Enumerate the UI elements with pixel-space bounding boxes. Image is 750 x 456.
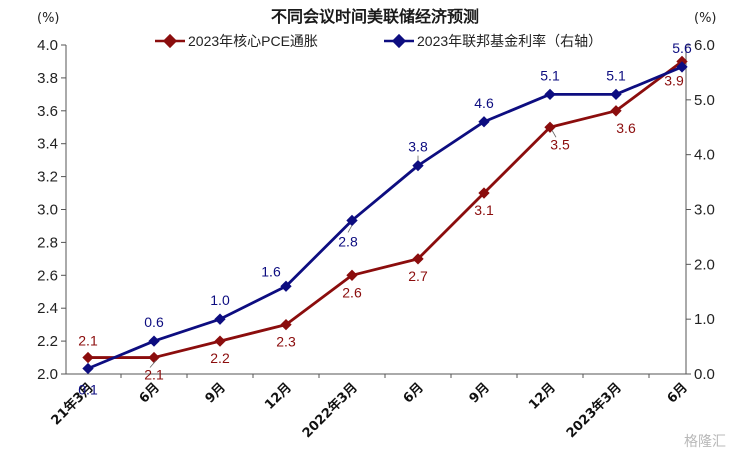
series-line-pce [88,60,683,359]
chart-title: 不同会议时间美联储经济预测 [271,7,479,26]
right-tick-label: 5.0 [694,92,715,109]
data-label-pce: 2.3 [276,334,296,350]
data-label-pce: 3.6 [616,120,636,136]
data-point-pce [412,253,424,265]
data-point-pce [82,351,94,364]
left-tick-label: 2.0 [37,366,58,383]
data-label-fed-rate: 0.1 [78,382,98,398]
data-point-pce [214,335,226,347]
right-tick-label: 3.0 [694,202,715,219]
legend-item-pce: 2023年核心PCE通胀 [155,33,318,49]
legend-marker-pce [162,33,178,49]
data-label-fed-rate: 0.6 [144,314,164,330]
data-point-fed-rate [148,335,160,347]
x-tick-label: 9月 [467,380,493,406]
legend-label-pce: 2023年核心PCE通胀 [188,33,318,49]
legend: 2023年核心PCE通胀 2023年联邦基金利率（右轴） [155,33,602,49]
left-tick-label: 3.6 [37,103,58,120]
data-point-fed-rate [610,88,622,101]
series-layer: 2.1 2.1 2.2 2.3 2.6 2.7 3.1 3.5 3.6 3.9 0.1 0.6 1.0 1… [78,40,692,398]
data-label-fed-rate: 5.6 [672,40,692,56]
data-label-fed-rate: 5.1 [606,67,626,83]
data-label-pce: 2.1 [144,367,164,383]
left-tick-label: 3.0 [37,202,58,219]
right-tick-label: 1.0 [694,311,715,328]
x-tick-label: 9月 [203,380,229,406]
data-point-fed-rate [82,362,94,375]
x-tick-label: 12月 [526,380,559,413]
data-label-fed-rate: 2.8 [338,233,358,249]
left-axis-unit: (%) [37,11,60,26]
left-tick-label: 3.4 [37,136,58,153]
left-tick-label: 2.8 [37,234,58,251]
data-label-pce: 2.1 [78,333,98,349]
data-label-pce: 2.2 [210,350,230,366]
watermark: 格隆汇 [684,434,726,450]
x-tick-label: 6月 [401,380,427,406]
data-label-fed-rate: 1.0 [210,292,230,308]
legend-marker-fed-rate [391,33,407,49]
x-tick-label: 2023年3月 [563,380,625,442]
legend-item-fed-rate: 2023年联邦基金利率（右轴） [384,33,602,49]
data-label-pce: 2.7 [408,268,428,284]
data-label-fed-rate: 5.1 [540,67,560,83]
legend-label-fed-rate: 2023年联邦基金利率（右轴） [417,33,602,49]
axes: 2.02.22.42.62.83.03.23.43.63.84.00.01.02… [37,37,715,441]
data-point-fed-rate [412,159,424,172]
left-tick-label: 2.6 [37,267,58,284]
data-point-pce [346,269,358,281]
data-label-fed-rate: 3.8 [408,139,428,155]
data-label-pce: 2.6 [342,284,362,300]
left-tick-label: 3.2 [37,169,58,186]
data-point-fed-rate [280,280,292,292]
data-point-fed-rate [544,88,556,101]
x-tick-label: 2022年3月 [299,380,361,442]
data-label-fed-rate: 1.6 [261,263,281,279]
data-label-pce: 3.9 [664,72,684,88]
data-label-pce: 3.5 [550,136,570,152]
leader-line-pce [149,360,157,368]
data-point-pce [478,187,490,199]
leader-line-fed-rate [347,225,353,233]
right-tick-label: 0.0 [694,366,715,383]
left-tick-label: 4.0 [37,37,58,54]
right-tick-label: 4.0 [694,147,715,164]
data-label-fed-rate: 4.6 [474,95,494,111]
right-tick-label: 6.0 [694,37,715,54]
right-tick-label: 2.0 [694,256,715,273]
x-tick-label: 6月 [137,380,163,406]
left-tick-label: 3.8 [37,70,58,87]
data-label-pce: 3.1 [474,202,494,218]
left-tick-label: 2.2 [37,333,58,350]
data-point-pce [148,351,160,364]
x-tick-label: 6月 [665,380,691,406]
data-point-pce [280,318,292,331]
leader-line-pce [551,130,557,138]
left-tick-label: 2.4 [37,300,58,317]
x-tick-label: 12月 [262,380,295,413]
series-line-fed-rate [87,65,683,370]
data-point-fed-rate [214,313,226,325]
data-point-fed-rate [346,214,358,227]
right-axis-unit: (%) [694,11,717,26]
